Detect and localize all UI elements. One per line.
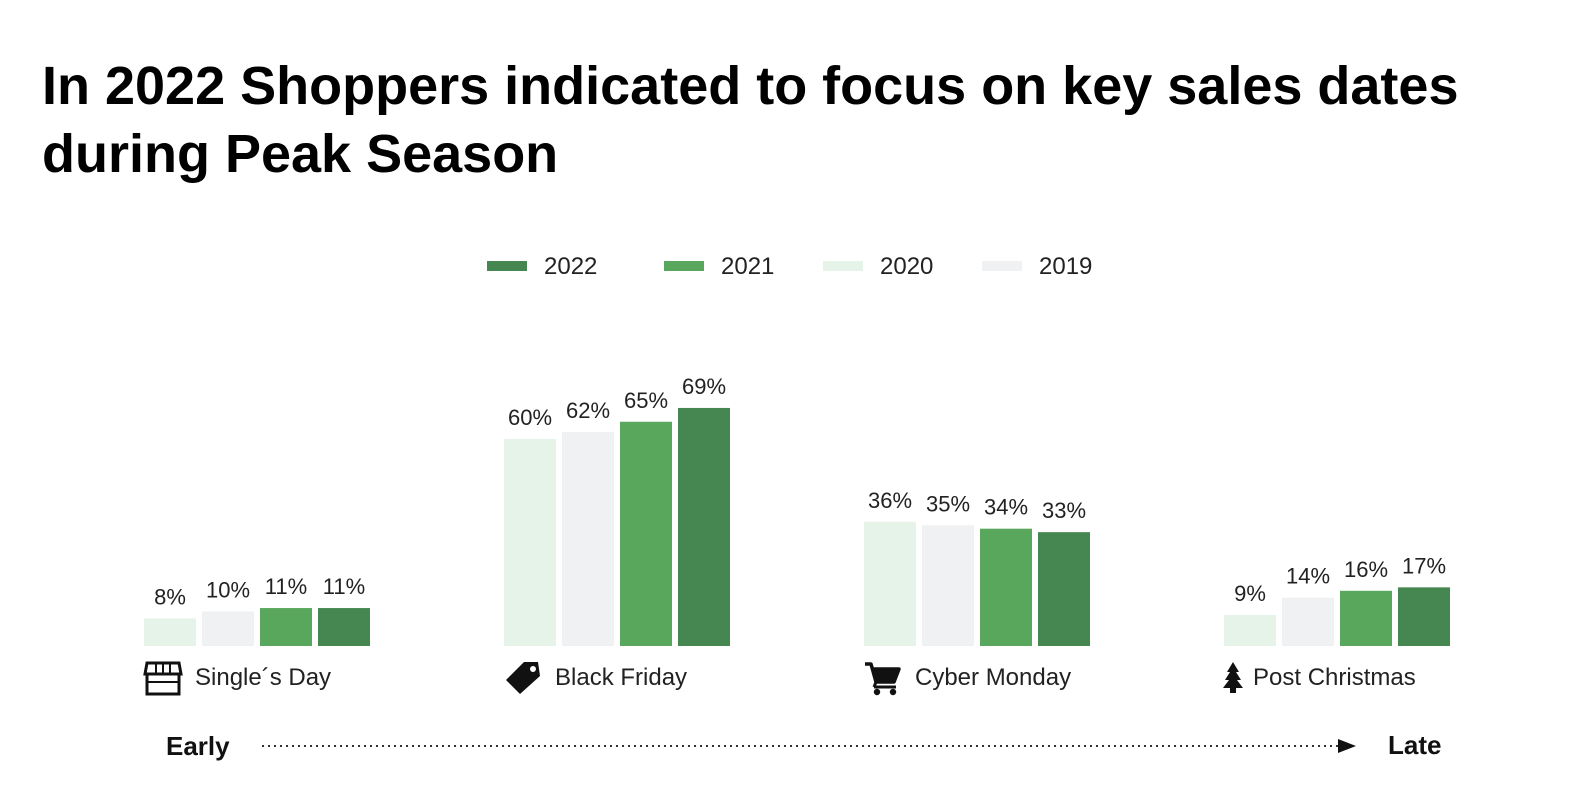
bar-2020 xyxy=(1224,614,1276,646)
bar-value-label: 10% xyxy=(206,578,250,603)
timeline-late-label: Late xyxy=(1388,730,1441,760)
bar-2020 xyxy=(504,439,556,646)
legend-item-2020: 2020 xyxy=(823,253,933,280)
bar-value-label: 62% xyxy=(566,398,610,423)
legend-swatch-2019 xyxy=(982,261,1022,271)
bar-2019 xyxy=(202,611,254,646)
bar-2021 xyxy=(620,421,672,646)
category-labels: Single´s Day Black Friday Cyber Monday Post… xyxy=(143,661,1416,696)
store-icon xyxy=(143,661,183,696)
bar-value-label: 11% xyxy=(323,574,365,599)
category-3: Post Christmas xyxy=(1223,662,1416,693)
bar-group-2: 36% 35% 34% 33% xyxy=(864,488,1090,646)
category-2: Cyber Monday xyxy=(865,662,1071,696)
bar-value-label: 33% xyxy=(1042,498,1086,523)
bar-value-label: 8% xyxy=(154,584,186,609)
category-label: Cyber Monday xyxy=(915,664,1071,691)
bar-2022 xyxy=(1398,587,1450,646)
bar-value-label: 60% xyxy=(508,405,552,430)
legend-label-2020: 2020 xyxy=(880,253,933,280)
legend-swatch-2022 xyxy=(487,261,527,271)
bar-group-0: 8% 10% 11% 11% xyxy=(144,574,370,646)
bar-value-label: 35% xyxy=(926,491,970,516)
legend-label-2019: 2019 xyxy=(1039,253,1092,280)
christmas-tree-icon xyxy=(1223,662,1243,693)
category-label: Single´s Day xyxy=(195,664,331,691)
bar-value-label: 69% xyxy=(682,374,726,399)
bar-2022 xyxy=(318,608,370,646)
bar-group-3: 9% 14% 16% 17% xyxy=(1224,553,1450,646)
bar-value-label: 65% xyxy=(624,388,668,413)
legend-label-2021: 2021 xyxy=(721,253,774,280)
category-0: Single´s Day xyxy=(143,661,331,696)
bar-2022 xyxy=(678,407,730,646)
shopping-cart-icon xyxy=(865,662,901,696)
bar-value-label: 14% xyxy=(1286,564,1330,589)
legend-swatch-2020 xyxy=(823,261,863,271)
bar-2019 xyxy=(922,525,974,646)
bar-2021 xyxy=(1340,590,1392,646)
bar-2019 xyxy=(1282,597,1334,646)
legend-item-2022: 2022 xyxy=(487,253,597,280)
bar-groups: 8% 10% 11% 11% 60% 62% 65% 69% 36% 35% 34% 33% 9% 14%… xyxy=(144,374,1450,646)
bar-2022 xyxy=(1038,532,1090,646)
bar-value-label: 16% xyxy=(1344,557,1388,582)
category-1: Black Friday xyxy=(506,662,687,694)
legend-item-2019: 2019 xyxy=(982,253,1092,280)
category-label: Black Friday xyxy=(555,664,687,691)
bar-2019 xyxy=(562,432,614,646)
price-tag-icon xyxy=(506,662,540,694)
bar-value-label: 34% xyxy=(984,495,1028,520)
legend-item-2021: 2021 xyxy=(664,253,774,280)
bar-value-label: 11% xyxy=(265,574,307,599)
bar-group-1: 60% 62% 65% 69% xyxy=(504,374,730,646)
bar-2021 xyxy=(260,608,312,646)
category-label: Post Christmas xyxy=(1253,664,1416,691)
timeline: Early Late xyxy=(166,730,1441,761)
legend-swatch-2021 xyxy=(664,261,704,271)
legend-label-2022: 2022 xyxy=(544,253,597,280)
bar-value-label: 9% xyxy=(1234,581,1266,606)
bar-value-label: 36% xyxy=(868,488,912,513)
bar-2020 xyxy=(864,521,916,646)
bar-value-label: 17% xyxy=(1402,553,1446,578)
bar-2021 xyxy=(980,528,1032,646)
timeline-arrow-icon xyxy=(1338,739,1356,753)
timeline-early-label: Early xyxy=(166,731,230,761)
page-title: In 2022 Shoppers indicated to focus on k… xyxy=(42,56,1459,184)
bar-2020 xyxy=(144,618,196,646)
legend: 2022 2021 2020 2019 xyxy=(487,253,1092,280)
